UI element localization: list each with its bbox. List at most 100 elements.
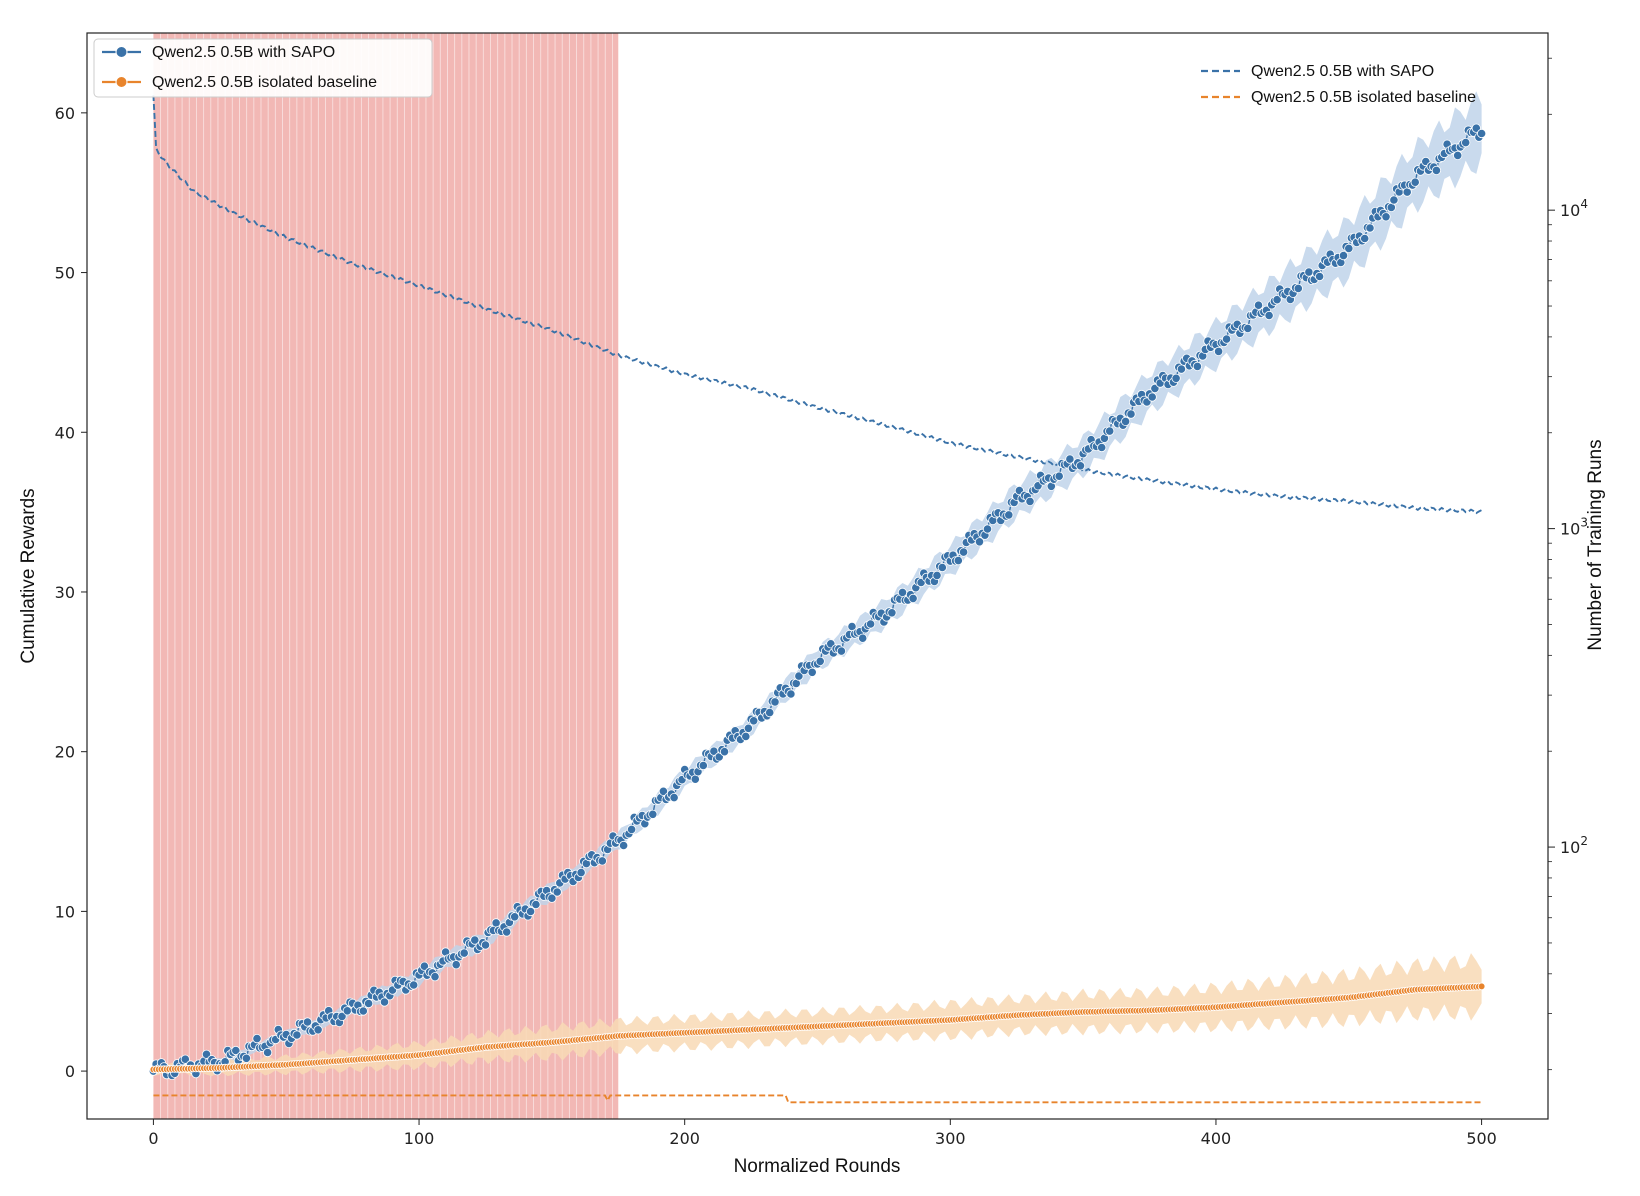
reward-point-sapo xyxy=(1126,409,1136,419)
reward-point-sapo xyxy=(1272,295,1282,305)
reward-point-sapo xyxy=(292,1030,302,1040)
reward-point-sapo xyxy=(1147,392,1157,402)
reward-point-sapo xyxy=(1065,454,1075,464)
reward-point-sapo xyxy=(302,1017,313,1027)
reward-point-sapo xyxy=(451,960,461,970)
axes: 0 100 200 300 400 500 0 10 20 30 40 50 60 102 103 104 xyxy=(55,57,1588,1148)
y-tick-label: 50 xyxy=(55,264,75,283)
y-tick-label: 0 xyxy=(65,1062,75,1081)
reward-point-sapo xyxy=(358,1006,368,1016)
reward-point-sapo xyxy=(1105,426,1115,436)
y-tick-label: 30 xyxy=(55,583,75,602)
legend-left-sapo-marker xyxy=(115,46,128,58)
reward-point-sapo xyxy=(1222,334,1232,344)
reward-point-sapo xyxy=(741,731,751,742)
reward-point-sapo xyxy=(1365,223,1375,233)
x-tick-label: 200 xyxy=(669,1129,700,1148)
reward-point-sapo xyxy=(648,809,658,819)
reward-point-sapo xyxy=(1264,310,1274,321)
reward-point-sapo xyxy=(719,747,730,757)
legend-right-baseline-label: Qwen2.5 0.5B isolated baseline xyxy=(1251,89,1476,106)
reward-point-sapo xyxy=(897,587,908,598)
reward-point-sapo xyxy=(932,570,942,581)
reward-point-baseline xyxy=(1477,982,1486,991)
reward-point-sapo xyxy=(749,716,759,726)
reward-point-sapo xyxy=(953,555,963,566)
legend-right: Qwen2.5 0.5B with SAPO Qwen2.5 0.5B isol… xyxy=(1201,63,1476,106)
reward-point-sapo xyxy=(597,856,607,866)
reward-point-sapo xyxy=(1477,128,1487,139)
reward-point-sapo xyxy=(669,792,679,803)
reward-point-sapo xyxy=(1293,283,1303,293)
reward-point-sapo xyxy=(794,671,804,681)
reward-point-sapo xyxy=(770,697,780,707)
reward-point-sapo xyxy=(807,667,817,677)
reward-point-sapo xyxy=(858,633,868,643)
reward-point-sapo xyxy=(430,972,440,982)
reward-point-sapo xyxy=(698,760,708,771)
reward-point-sapo xyxy=(262,1047,273,1058)
reward-point-sapo xyxy=(419,961,429,971)
reward-point-sapo xyxy=(510,912,520,922)
y2-tick-label: 103 xyxy=(1560,516,1588,539)
legend-left-baseline-label: Qwen2.5 0.5B isolated baseline xyxy=(152,74,377,91)
reward-point-sapo xyxy=(765,707,775,718)
y2-tick-label: 102 xyxy=(1560,834,1588,857)
reward-point-sapo xyxy=(1075,461,1086,471)
x-axis-title: Normalized Rounds xyxy=(734,1156,901,1177)
reward-point-sapo xyxy=(531,899,541,910)
reward-point-sapo xyxy=(547,893,557,903)
series-lines xyxy=(152,94,1483,1104)
reward-point-sapo xyxy=(1214,346,1224,356)
y2-axis-title: Number of Training Runs xyxy=(1585,439,1606,650)
shaded-region xyxy=(153,33,619,1119)
reward-point-sapo xyxy=(1054,471,1064,481)
reward-point-sapo xyxy=(1338,251,1349,261)
reward-point-sapo xyxy=(337,1011,347,1022)
reward-point-sapo xyxy=(1461,138,1471,148)
reward-point-sapo xyxy=(815,656,825,666)
reward-point-sapo xyxy=(470,935,480,945)
reward-point-sapo xyxy=(1192,361,1203,371)
reward-point-sapo xyxy=(252,1034,262,1044)
reward-point-sapo xyxy=(363,998,374,1009)
reward-point-sapo xyxy=(626,824,637,835)
y-tick-label: 40 xyxy=(55,423,75,442)
reward-point-sapo xyxy=(1389,195,1399,205)
reward-point-sapo xyxy=(459,948,469,958)
plot-frame xyxy=(86,32,1549,1120)
training-runs-line-sapo xyxy=(152,94,1483,515)
legend-right-sapo-label: Qwen2.5 0.5B with SAPO xyxy=(1251,63,1434,80)
reward-point-sapo xyxy=(1097,442,1107,453)
reward-point-sapo xyxy=(502,927,512,937)
reward-point-sapo xyxy=(1360,233,1370,244)
reward-point-sapo xyxy=(576,867,586,878)
legend-left-box xyxy=(93,38,433,98)
reward-point-sapo xyxy=(1121,416,1131,426)
reward-point-sapo xyxy=(1431,165,1442,175)
training-runs-line-baseline xyxy=(153,1094,1482,1104)
reward-point-sapo xyxy=(1253,300,1264,310)
reward-point-sapo xyxy=(1243,323,1253,333)
y-tick-label: 20 xyxy=(55,743,75,762)
reward-point-sapo xyxy=(1381,212,1391,222)
reward-point-sapo xyxy=(1171,373,1181,383)
reward-point-sapo xyxy=(552,887,562,897)
x-tick-label: 500 xyxy=(1466,1129,1497,1148)
legend-left-sapo-label: Qwen2.5 0.5B with SAPO xyxy=(152,44,335,61)
series-markers xyxy=(148,123,1487,1081)
reward-point-sapo xyxy=(409,980,419,990)
reward-point-sapo xyxy=(342,1006,352,1016)
reward-point-sapo xyxy=(180,1054,190,1064)
reward-point-sapo xyxy=(525,906,536,917)
shaded-region-fill xyxy=(153,33,619,1119)
reward-point-sapo xyxy=(937,562,947,573)
y-tick-label: 60 xyxy=(55,104,75,123)
reward-point-sapo xyxy=(958,547,969,557)
reward-point-sapo xyxy=(908,593,918,604)
reward-point-sapo xyxy=(1453,150,1463,160)
reward-point-sapo xyxy=(1315,271,1325,282)
reward-point-sapo xyxy=(658,786,669,796)
reward-point-sapo xyxy=(974,537,985,547)
